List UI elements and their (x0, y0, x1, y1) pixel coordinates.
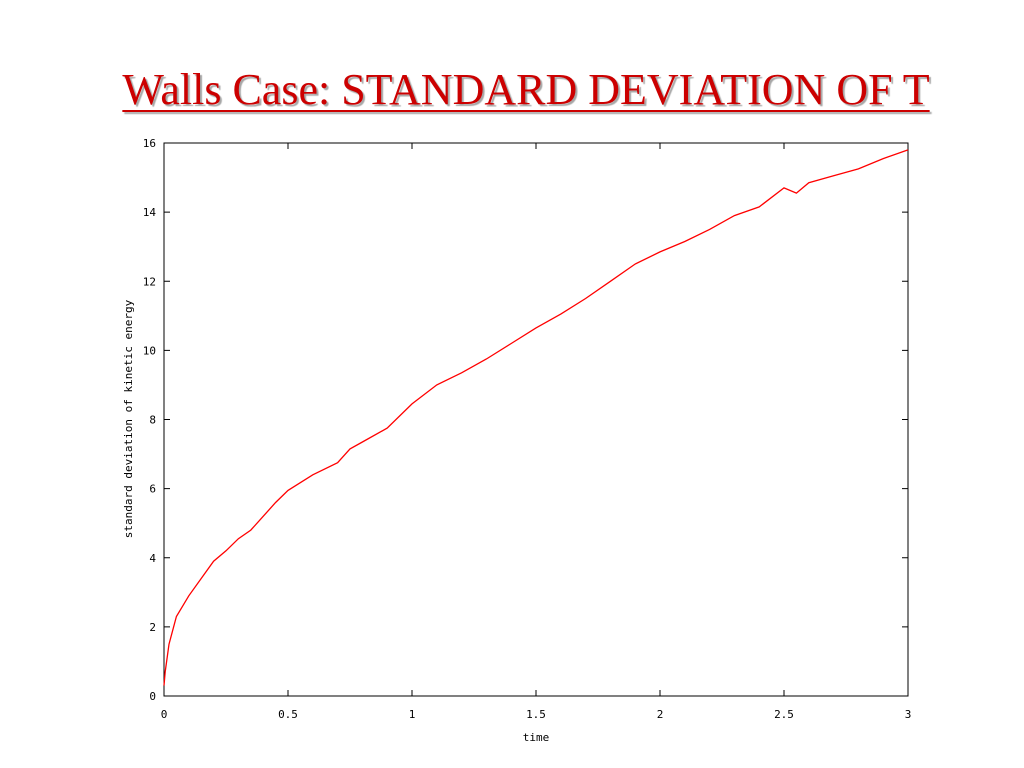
x-tick-label: 2.5 (774, 708, 794, 721)
x-tick-label: 2 (657, 708, 664, 721)
x-tick-label: 1.5 (526, 708, 546, 721)
y-tick-label: 14 (143, 206, 157, 219)
y-tick-label: 0 (149, 690, 156, 703)
y-tick-label: 16 (143, 137, 156, 150)
x-tick-label: 0 (161, 708, 168, 721)
x-tick-label: 1 (409, 708, 416, 721)
y-tick-label: 8 (149, 414, 156, 427)
x-axis-label: time (523, 731, 550, 744)
y-tick-label: 2 (149, 621, 156, 634)
y-tick-label: 4 (149, 552, 156, 565)
x-tick-label: 3 (905, 708, 912, 721)
y-tick-label: 12 (143, 275, 156, 288)
tick-labels: 0 0.5 1 1.5 2 2.5 3 0 2 4 6 8 10 12 14 16 (143, 137, 912, 721)
plot-frame (163, 142, 909, 697)
y-tick-label: 6 (149, 483, 156, 496)
series-line (163, 149, 909, 686)
x-tick-label: 0.5 (278, 708, 298, 721)
tick-marks (163, 142, 909, 697)
slide-title: Walls Case: STANDARD DEVIATION OF T (122, 65, 930, 114)
y-tick-label: 10 (143, 344, 156, 357)
y-axis-label: standard deviation of kinetic energy (122, 299, 135, 538)
